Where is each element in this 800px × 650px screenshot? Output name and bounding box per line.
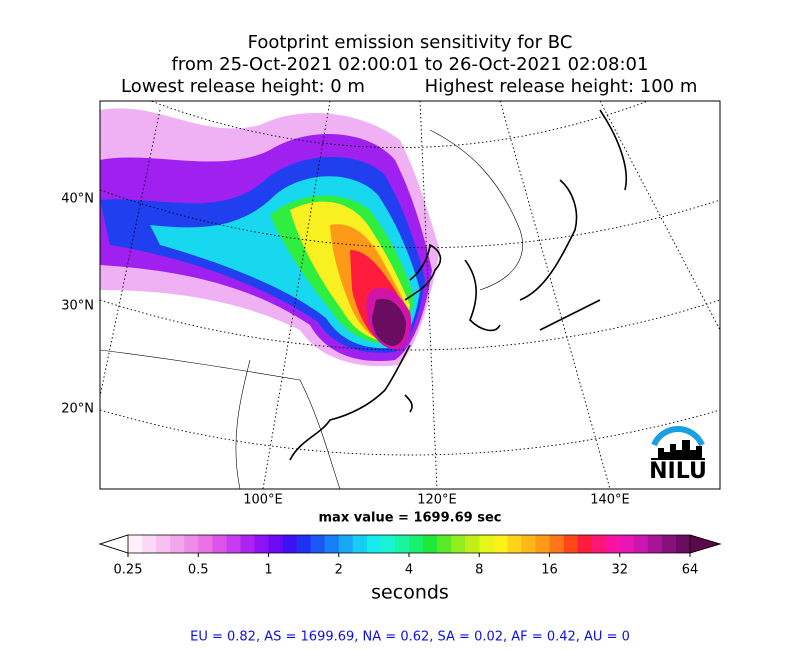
colorbar-swatch (212, 535, 227, 553)
footer: EU = 0.82, AS = 1699.69, NA = 0.62, SA =… (190, 630, 630, 645)
colorbar-tick-label: 32 (611, 563, 628, 578)
colorbar-swatch (451, 535, 466, 553)
colorbar-swatch (268, 535, 284, 553)
logo-text: NILU (649, 459, 707, 484)
colorbar-swatch (352, 535, 368, 553)
colorbar-swatch (338, 535, 354, 553)
colorbar-swatch (465, 535, 480, 553)
colorbar-swatch (549, 535, 565, 553)
subtitle: from 25-Oct-2021 02:00:01 to 26-Oct-2021… (172, 54, 649, 75)
colorbar-tick-label: 2 (335, 563, 343, 578)
colorbar-swatch (535, 535, 550, 553)
lon-label: 100°E (243, 493, 283, 508)
colorbar-under (98, 534, 129, 554)
colorbar-swatch (324, 535, 340, 553)
colorbar-swatch (394, 535, 410, 553)
colorbar-swatch (198, 535, 213, 553)
colorbar: 0.25 0.5 1 2 4 8 16 32 64 (98, 534, 722, 578)
colorbar-swatch (563, 535, 579, 553)
map (100, 101, 720, 489)
colorbar-swatch (577, 535, 593, 553)
nilu-logo: NILU (649, 426, 707, 484)
colorbar-swatch (156, 535, 171, 553)
colorbar-tick-label: 16 (541, 563, 558, 578)
lon-label: 140°E (590, 493, 630, 508)
colorbar-swatch (437, 535, 452, 553)
release-high: Highest release height: 100 m (425, 76, 698, 97)
colorbar-swatch (661, 535, 677, 553)
coastlines (100, 109, 628, 489)
colorbar-swatch (254, 535, 269, 553)
colorbar-swatch (310, 535, 326, 553)
graticule (100, 101, 720, 489)
map-frame (99, 100, 721, 490)
colorbar-swatch (633, 535, 649, 553)
colorbar-swatch (296, 535, 312, 553)
lat-label: 40°N (61, 192, 94, 207)
colorbar-tick-label: 64 (682, 563, 699, 578)
colorbar-swatch (170, 535, 185, 553)
colorbar-over (689, 534, 722, 554)
lat-label: 30°N (61, 299, 94, 314)
colorbar-tick-label: 4 (405, 563, 413, 578)
colorbar-swatch (366, 535, 382, 553)
title: Footprint emission sensitivity for BC (248, 32, 573, 53)
colorbar-swatch (128, 535, 143, 553)
colorbar-swatch (409, 535, 424, 553)
lon-label: 120°E (417, 493, 457, 508)
colorbar-swatch (184, 535, 199, 553)
colorbar-tick-label: 0.5 (188, 563, 209, 578)
colorbar-swatch (479, 535, 494, 553)
colorbar-swatch (619, 535, 635, 553)
lat-label: 20°N (61, 402, 94, 417)
colorbar-swatch (423, 535, 438, 553)
colorbar-swatch (493, 535, 508, 553)
colorbar-swatch (226, 535, 241, 553)
colorbar-swatch (647, 535, 663, 553)
colorbar-tick-label: 0.25 (114, 563, 143, 578)
colorbar-swatch (675, 535, 691, 553)
colorbar-tick-label: 1 (264, 563, 272, 578)
colorbar-swatch (605, 535, 621, 553)
colorbar-swatch (380, 535, 396, 553)
colorbar-swatch (240, 535, 255, 553)
plume (100, 108, 440, 367)
colorbar-swatch (507, 535, 522, 553)
colorbar-swatch (521, 535, 536, 553)
colorbar-swatch (142, 535, 157, 553)
max-value: max value = 1699.69 sec (319, 511, 502, 526)
colorbar-tick-label: 8 (475, 563, 483, 578)
colorbar-swatch (591, 535, 607, 553)
colorbar-swatch (282, 535, 298, 553)
release-low: Lowest release height: 0 m (121, 76, 365, 97)
colorbar-label: seconds (371, 582, 449, 604)
